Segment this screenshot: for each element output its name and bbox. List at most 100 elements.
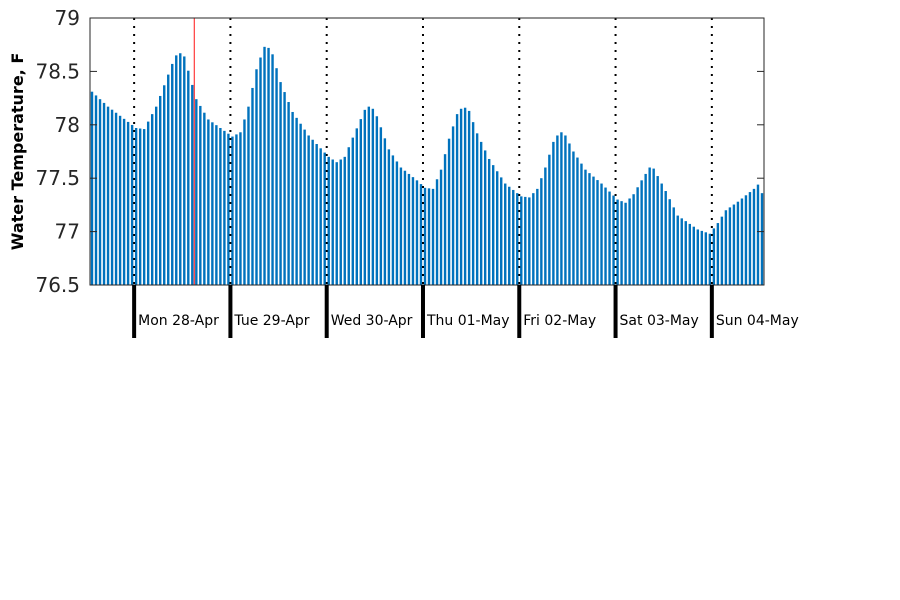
y-tick-label: 77	[55, 220, 80, 244]
temperature-bar	[572, 151, 575, 285]
temperature-bar	[732, 204, 736, 285]
temperature-bar	[355, 128, 358, 285]
temperature-bar	[299, 123, 302, 285]
temperature-bar	[668, 199, 671, 285]
temperature-bar	[114, 112, 118, 285]
temperature-bar	[604, 187, 607, 285]
temperature-bar	[684, 221, 687, 285]
temperature-bar	[752, 188, 756, 285]
temperature-bar	[528, 197, 531, 285]
temperature-bar	[415, 180, 419, 285]
temperature-bar	[608, 191, 611, 285]
y-tick-label: 78.5	[35, 59, 80, 83]
temperature-bar	[391, 155, 395, 285]
temperature-bar	[231, 136, 234, 285]
temperature-bar	[560, 132, 563, 285]
temperature-bar	[403, 170, 407, 285]
temperature-bar	[443, 154, 447, 285]
temperature-bar	[576, 157, 579, 285]
temperature-bar	[251, 87, 254, 285]
day-label: Thu 01-May	[426, 313, 510, 329]
temperature-bar	[315, 144, 318, 285]
temperature-bar	[327, 156, 330, 285]
day-label: Fri 02-May	[523, 313, 596, 329]
temperature-bar	[126, 121, 130, 286]
temperature-bar	[544, 167, 547, 285]
temperature-bar	[724, 210, 728, 285]
day-label: Tue 29-Apr	[233, 313, 309, 329]
temperature-bar	[628, 198, 631, 285]
day-label: Sun 04-May	[716, 313, 799, 329]
temperature-bar	[235, 134, 238, 285]
temperature-bar	[423, 187, 427, 285]
temperature-bar	[243, 119, 246, 286]
temperature-bar	[508, 186, 511, 285]
temperature-bar	[150, 114, 154, 286]
temperature-bar	[94, 95, 98, 286]
temperature-bar	[500, 177, 503, 285]
temperature-bar	[660, 183, 663, 285]
plot-area-frame	[89, 17, 765, 286]
temperature-bar	[339, 159, 342, 285]
temperature-bar	[588, 173, 591, 285]
temperature-bar	[624, 202, 627, 285]
temperature-bar	[247, 106, 250, 285]
temperature-bar	[439, 169, 443, 285]
temperature-bar	[728, 207, 732, 285]
temperature-bar	[459, 108, 463, 285]
temperature-bar	[736, 201, 740, 285]
temperature-bar	[676, 215, 679, 285]
temperature-bar	[552, 141, 555, 285]
temperature-bar	[632, 194, 635, 285]
temperature-bar	[279, 82, 282, 285]
temperature-bar	[704, 232, 708, 285]
temperature-bar	[431, 188, 435, 285]
temperature-bar	[122, 118, 126, 285]
temperature-bar	[596, 180, 599, 285]
temperature-bar	[712, 228, 716, 285]
temperature-bar	[239, 132, 242, 285]
temperature-bar	[343, 156, 346, 285]
temperature-bar	[672, 207, 675, 285]
day-label: Mon 28-Apr	[138, 313, 219, 329]
temperature-bar	[219, 128, 222, 285]
temperature-bar	[475, 133, 479, 285]
day-axis: Mon 28-Apr Tue 29-Apr Wed 30-Apr Thu 01-May…	[132, 285, 799, 338]
temperature-bar	[311, 139, 314, 285]
temperature-bar	[512, 189, 515, 285]
temperature-bar	[102, 102, 106, 285]
y-axis-label: Water Temperature, F	[8, 53, 27, 251]
temperature-bar	[179, 53, 182, 285]
temperature-bar	[487, 158, 491, 285]
temperature-bar	[271, 54, 274, 286]
temperature-bar	[335, 162, 338, 285]
temperature-bar	[319, 148, 322, 285]
temperature-bar	[98, 99, 102, 285]
temperature-bar	[90, 91, 94, 285]
temperature-bar	[367, 106, 371, 285]
temperature-bar	[363, 109, 367, 285]
temperature-bars	[90, 46, 764, 286]
temperature-bar	[191, 84, 194, 286]
temperature-bar	[407, 173, 411, 285]
temperature-bar	[556, 135, 559, 285]
temperature-bar	[688, 223, 691, 285]
temperature-bar	[471, 122, 475, 285]
temperature-bar	[154, 106, 158, 285]
temperature-bar	[740, 198, 744, 285]
temperature-bar	[371, 108, 375, 285]
temperature-bar	[540, 178, 543, 285]
temperature-bar	[524, 196, 527, 285]
temperature-bar	[696, 229, 700, 285]
temperature-bar	[267, 47, 270, 286]
y-tick-label: 78	[55, 113, 80, 137]
temperature-bar	[187, 70, 190, 285]
temperature-bar	[419, 184, 423, 285]
temperature-bar	[640, 180, 643, 285]
temperature-bar	[303, 129, 306, 285]
temperature-bar	[347, 147, 350, 285]
temperature-bar	[636, 187, 639, 285]
temperature-bar	[463, 107, 467, 286]
